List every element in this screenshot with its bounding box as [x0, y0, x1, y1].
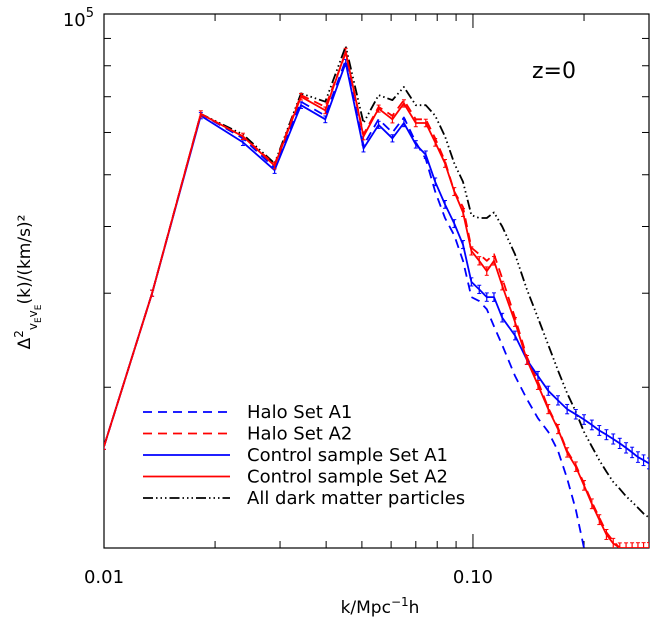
axis-ticks: [103, 13, 650, 549]
legend-label: All dark matter particles: [247, 488, 465, 509]
series-line-halo-set-a1: [104, 59, 585, 548]
legend-label: Halo Set A2: [247, 424, 352, 445]
y-axis-label-sub1: v: [26, 323, 40, 330]
y-axis-label-subsub1: E: [34, 317, 44, 323]
legend-label: Control sample Set A2: [247, 467, 448, 488]
plot-area: [104, 45, 649, 548]
x-axis-label-sup: −1: [391, 595, 409, 609]
y-axis-label-rest: (k)/(km/s)²: [15, 215, 35, 305]
axis-tick-labels: 0.01 0.10 105: [63, 6, 493, 588]
y-axis-label-sub2: v: [26, 310, 40, 317]
redshift-annotation: z=0: [532, 59, 576, 84]
y-axis-label-subsub2: E: [34, 304, 44, 310]
series-line-all-dark-matter-particles: [104, 45, 649, 519]
legend-label: Halo Set A1: [247, 402, 352, 423]
x-axis-label-tail: h: [409, 598, 420, 618]
x-axis-label-main: k/Mpc: [341, 598, 391, 618]
y-tick-label: 105: [63, 6, 94, 31]
y-axis-label: Δ2vEvE(k)/(km/s)²: [12, 215, 44, 350]
x-tick-label: 0.10: [453, 567, 493, 588]
x-tick-label: 0.01: [84, 567, 124, 588]
plot-frame: [103, 13, 650, 549]
y-axis-label-two: 2: [12, 330, 26, 338]
legend-label: Control sample Set A1: [247, 445, 448, 466]
x-axis-label: k/Mpc−1h: [341, 595, 420, 618]
y-axis-label-delta: Δ: [15, 337, 35, 349]
